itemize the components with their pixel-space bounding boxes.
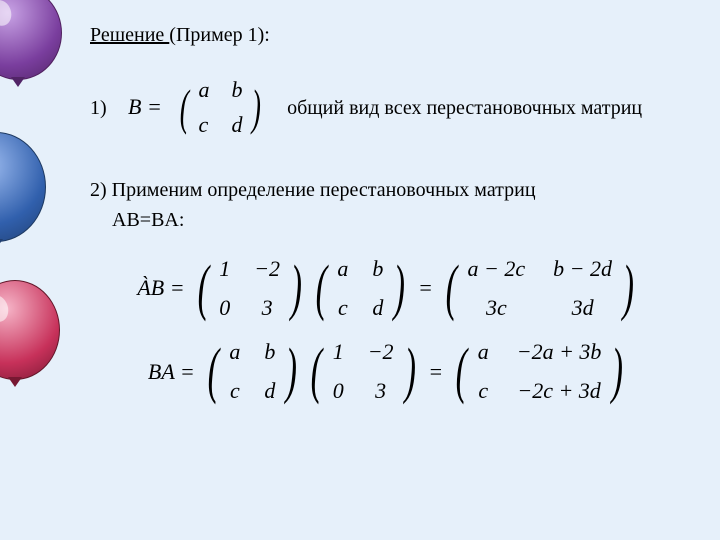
matrix-B-label: B =: [128, 93, 162, 122]
line-2b: AB=BA:: [90, 207, 686, 233]
line-2: 2) Применим определение перестановочных …: [90, 177, 686, 203]
BA-m1: ( ab cd ): [203, 336, 302, 407]
mB-b: b: [231, 76, 242, 105]
BA-lhs: BA =: [148, 358, 195, 387]
heading: Решение (Пример 1):: [90, 22, 686, 48]
BA-m2: ( 1−2 03 ): [306, 336, 420, 407]
AB-lhs: ÀB =: [137, 274, 184, 303]
equation-BA: BA = ( ab cd ) ( 1−2 03 ) = ( a−2a + 3b …: [90, 336, 686, 407]
mB-d: d: [231, 111, 242, 140]
heading-underlined: Решение: [90, 24, 169, 46]
AB-m2: ( ab cd ): [311, 253, 410, 324]
BA-eq: =: [428, 358, 443, 387]
equation-AB: ÀB = ( 1−2 03 ) ( ab cd ) = ( a − 2cb − …: [90, 253, 686, 324]
mB-a: a: [198, 76, 209, 105]
AB-m1: ( 1−2 03 ): [193, 253, 307, 324]
AB-eq: =: [418, 274, 433, 303]
BA-result: ( a−2a + 3b c−2c + 3d ): [451, 336, 628, 407]
mB-c: c: [198, 111, 209, 140]
slide-content: Решение (Пример 1): 1) B = ( a b c d ) о…: [0, 0, 720, 408]
line1-tail: общий вид всех перестановочных матриц: [287, 95, 642, 121]
line-1: 1) B = ( a b c d ) общий вид всех перест…: [90, 74, 686, 141]
line1-index: 1): [90, 95, 114, 121]
AB-result: ( a − 2cb − 2d 3c3d ): [441, 253, 639, 324]
heading-rest: (Пример 1):: [169, 24, 270, 46]
matrix-B: ( a b c d ): [176, 74, 265, 141]
